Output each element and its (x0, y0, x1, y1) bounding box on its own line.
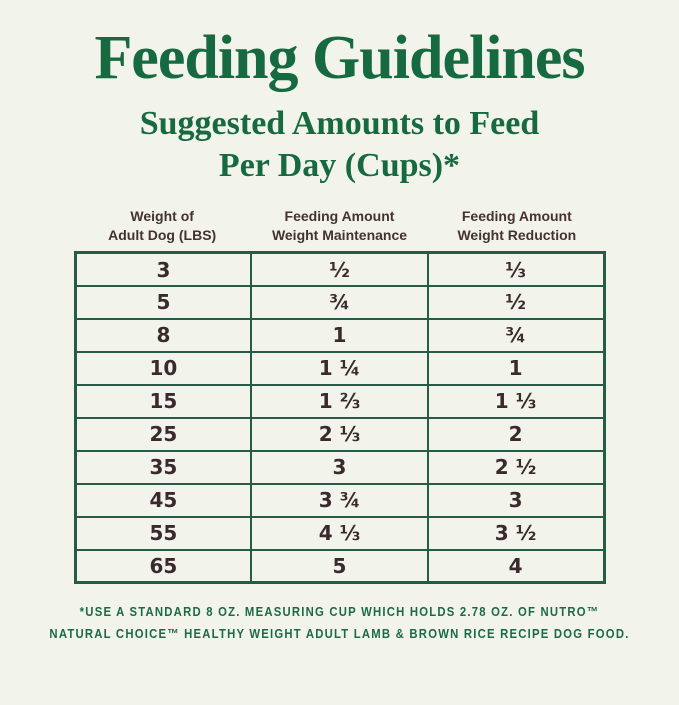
subtitle-line-1: Suggested Amounts to Feed (139, 105, 540, 143)
weight-cell: 65 (73, 548, 253, 584)
weight-cell: 45 (73, 482, 253, 518)
column-header-weight-line2: Adult Dog (LBS) (108, 226, 217, 243)
reduction-amount-cell: ½ (426, 284, 606, 320)
reduction-amount-cell: 1 ⅓ (426, 383, 606, 419)
reduction-amount-cell: 3 ½ (426, 515, 606, 551)
column-header-weight-line1: Weight of (130, 208, 194, 225)
reduction-amount-cell: 4 (426, 548, 606, 584)
maintenance-amount-cell: 5 (250, 548, 429, 584)
weight-cell: 25 (73, 416, 253, 452)
reduction-amount-cell: ⅓ (426, 251, 606, 287)
column-header-reduction-line2: Weight Reduction (457, 226, 577, 243)
page-title: Feeding Guidelines (94, 24, 585, 92)
column-header-maintenance: Feeding Amount Weight Maintenance (251, 207, 428, 244)
maintenance-amount-cell: 3 (250, 449, 429, 485)
weight-cell: 5 (73, 284, 253, 320)
maintenance-amount-cell: 4 ⅓ (250, 515, 429, 551)
table-row: 65 5 4 (73, 548, 606, 584)
weight-cell: 55 (73, 515, 253, 551)
subtitle-line-2: Per Day (Cups)* (218, 147, 461, 185)
maintenance-amount-cell: ½ (250, 251, 429, 287)
column-header-reduction-line1: Feeding Amount (461, 208, 572, 225)
reduction-amount-cell: 2 (426, 416, 606, 452)
column-header-maintenance-line1: Feeding Amount (284, 208, 395, 225)
table-row: 35 3 2 ½ (73, 449, 606, 485)
maintenance-amount-cell: ¾ (250, 284, 429, 320)
footnote-line-2: NATURAL CHOICE™ HEALTHY WEIGHT ADULT LAM… (49, 625, 630, 641)
column-header-weight: Weight of Adult Dog (LBS) (74, 207, 251, 244)
column-header-reduction: Feeding Amount Weight Reduction (428, 207, 605, 244)
weight-cell: 10 (73, 350, 253, 386)
column-header-maintenance-line2: Weight Maintenance (271, 226, 408, 243)
measuring-cup-footnote: *USE A STANDARD 8 OZ. MEASURING CUP WHIC… (44, 601, 635, 644)
maintenance-amount-cell: 3 ¾ (250, 482, 429, 518)
weight-cell: 8 (73, 317, 253, 353)
weight-cell: 35 (73, 449, 253, 485)
table-column-headers: Weight of Adult Dog (LBS) Feeding Amount W… (74, 207, 606, 244)
reduction-amount-cell: ¾ (426, 317, 606, 353)
weight-cell: 15 (73, 383, 253, 419)
maintenance-amount-cell: 1 (250, 317, 429, 353)
page-subtitle: Suggested Amounts to Feed Per Day (Cups)* (0, 103, 679, 187)
maintenance-amount-cell: 1 ¼ (250, 350, 429, 386)
maintenance-amount-cell: 2 ⅓ (250, 416, 429, 452)
reduction-amount-cell: 2 ½ (426, 449, 606, 485)
reduction-amount-cell: 1 (426, 350, 606, 386)
weight-cell: 3 (73, 251, 253, 287)
maintenance-amount-cell: 1 ⅔ (250, 383, 429, 419)
reduction-amount-cell: 3 (426, 482, 606, 518)
feeding-guidelines-page: Feeding Guidelines Suggested Amounts to … (0, 24, 679, 705)
footnote-line-1: *USE A STANDARD 8 OZ. MEASURING CUP WHIC… (79, 604, 600, 620)
